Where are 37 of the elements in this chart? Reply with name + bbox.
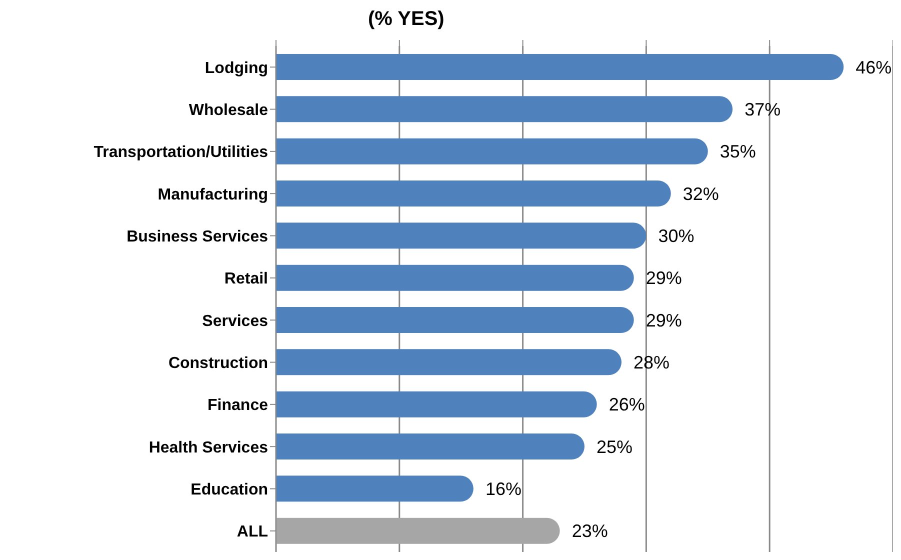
bar (276, 349, 622, 376)
data-label: 26% (608, 394, 645, 415)
bar (276, 222, 646, 249)
bar (276, 264, 634, 291)
data-label: 46% (856, 57, 892, 78)
y-tick-label: ALL (236, 524, 268, 541)
y-tick-label: Services (202, 312, 268, 330)
bar (276, 476, 474, 502)
y-tick-label: Wholesale (188, 102, 268, 119)
data-label: 32% (682, 184, 719, 204)
bar (276, 96, 733, 122)
y-tick-label: Transportation/Utilities (94, 144, 268, 162)
y-tick-label: Retail (224, 270, 268, 288)
y-tick-label: Finance (208, 397, 268, 414)
data-label: 37% (744, 100, 781, 120)
bar (276, 54, 844, 80)
bar (276, 180, 671, 206)
data-label: 16% (485, 479, 522, 500)
bar (276, 391, 597, 418)
chart-title: (% YES) (368, 8, 444, 31)
bar (276, 138, 708, 164)
data-label: 23% (572, 521, 608, 542)
data-label: 25% (596, 436, 633, 457)
bar (276, 434, 584, 460)
data-label: 29% (646, 310, 682, 330)
y-tick-label: Manufacturing (158, 186, 268, 204)
data-label: 35% (720, 142, 756, 162)
y-tick-label: Construction (168, 354, 268, 372)
bar (276, 307, 634, 333)
data-label: 29% (646, 268, 682, 288)
y-tick-label: Lodging (204, 60, 268, 77)
y-tick-label: Health Services (148, 439, 268, 456)
data-label: 30% (658, 226, 694, 246)
y-tick-label: Business Services (126, 228, 268, 246)
y-tick-label: Education (190, 481, 268, 498)
data-label: 28% (634, 352, 670, 373)
bar (276, 518, 560, 544)
